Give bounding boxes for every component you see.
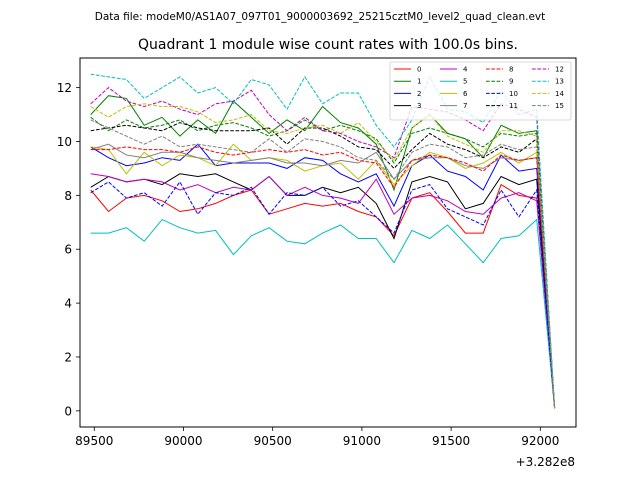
x-tick-label: 90000: [164, 434, 202, 448]
y-tick-label: 4: [64, 297, 72, 311]
series-line-15: [90, 119, 556, 409]
x-offset-label: +3.282e8: [516, 455, 575, 469]
series-line-4: [90, 173, 556, 409]
legend-label-12: 12: [555, 66, 564, 74]
y-tick-label: 0: [64, 404, 72, 418]
series-line-7: [90, 143, 556, 409]
legend-label-10: 10: [509, 90, 518, 98]
series-line-2: [90, 143, 556, 409]
y-tick-label: 12: [57, 81, 72, 95]
x-tick-label: 91000: [343, 434, 381, 448]
series-line-10: [90, 180, 556, 409]
series-line-8: [90, 146, 556, 409]
legend-label-13: 13: [555, 78, 564, 86]
legend-label-3: 3: [417, 102, 421, 110]
legend-label-8: 8: [509, 66, 513, 74]
legend-label-15: 15: [555, 102, 564, 110]
legend-label-1: 1: [417, 78, 421, 86]
legend-label-6: 6: [463, 90, 468, 98]
x-tick-label: 90500: [254, 434, 292, 448]
x-axis: 89500 90000 90500 91000 91500 92000: [75, 427, 559, 448]
series-line-12: [90, 86, 556, 409]
chart-title: Quadrant 1 module wise count rates with …: [138, 37, 518, 53]
y-tick-label: 2: [64, 350, 72, 364]
suptitle: Data file: modeM0/AS1A07_097T01_90000036…: [95, 11, 546, 23]
y-axis: 0 2 4 6 8 10 12: [57, 81, 80, 418]
legend-label-5: 5: [463, 78, 467, 86]
y-tick-label: 6: [64, 243, 72, 257]
x-tick-label: 92000: [521, 434, 559, 448]
legend-label-2: 2: [417, 90, 421, 98]
legend-label-11: 11: [509, 102, 518, 110]
legend-label-9: 9: [509, 78, 513, 86]
axes-frame: [79, 57, 577, 428]
legend-label-7: 7: [463, 102, 467, 110]
legend-label-4: 4: [463, 66, 468, 74]
x-tick-label: 91500: [432, 434, 470, 448]
y-tick-label: 10: [57, 135, 72, 149]
series-line-11: [90, 122, 556, 409]
x-tick-label: 89500: [75, 434, 113, 448]
series-line-0: [90, 183, 556, 409]
series-line-5: [90, 218, 556, 409]
legend-label-0: 0: [417, 66, 421, 74]
series-lines: [90, 73, 556, 409]
y-tick-label: 8: [64, 189, 72, 203]
legend-box: [389, 61, 572, 121]
legend-label-14: 14: [555, 90, 564, 98]
series-line-9: [90, 116, 556, 409]
series-line-14: [90, 103, 556, 409]
